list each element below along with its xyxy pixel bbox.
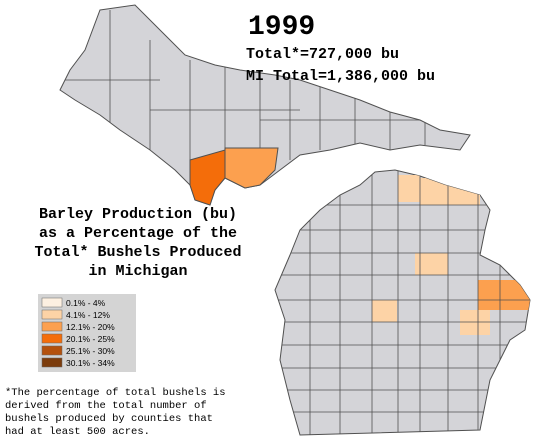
total-line: MI Total=1,386,000 bu [246,68,435,85]
subtitle: as a Percentage of the [39,225,237,242]
legend-swatch [41,357,63,368]
footnote: derived from the total number of [5,400,207,412]
legend-label: 0.1% - 4% [66,298,106,308]
legend-label: 20.1% - 25% [66,334,115,344]
footnote: bushels produced by counties that [5,413,213,425]
lower-peninsula [274,169,531,436]
upper-peninsula [59,4,471,206]
legend: 0.1% - 4% 4.1% - 12% 12.1% - 20% 20.1% - 25… [41,297,115,368]
legend-label: 25.1% - 30% [66,346,115,356]
legend-swatch [41,333,63,344]
total-line: Total*=727,000 bu [246,46,399,63]
legend-swatch [41,309,63,320]
legend-label: 30.1% - 34% [66,358,115,368]
footnote: *The percentage of total bushels is [5,387,226,399]
county-12-20 [224,147,279,189]
footnote: had at least 500 acres. [5,426,150,438]
subtitle: Total* Bushels Produced [34,244,241,261]
subtitle: Barley Production (bu) [39,206,237,223]
title: 1999 [248,12,315,43]
legend-swatch [41,297,63,308]
legend-swatch [41,345,63,356]
subtitle: in Michigan [88,263,187,280]
county-20-25 [189,149,226,206]
legend-label: 12.1% - 20% [66,322,115,332]
legend-label: 4.1% - 12% [66,310,110,320]
legend-swatch [41,321,63,332]
